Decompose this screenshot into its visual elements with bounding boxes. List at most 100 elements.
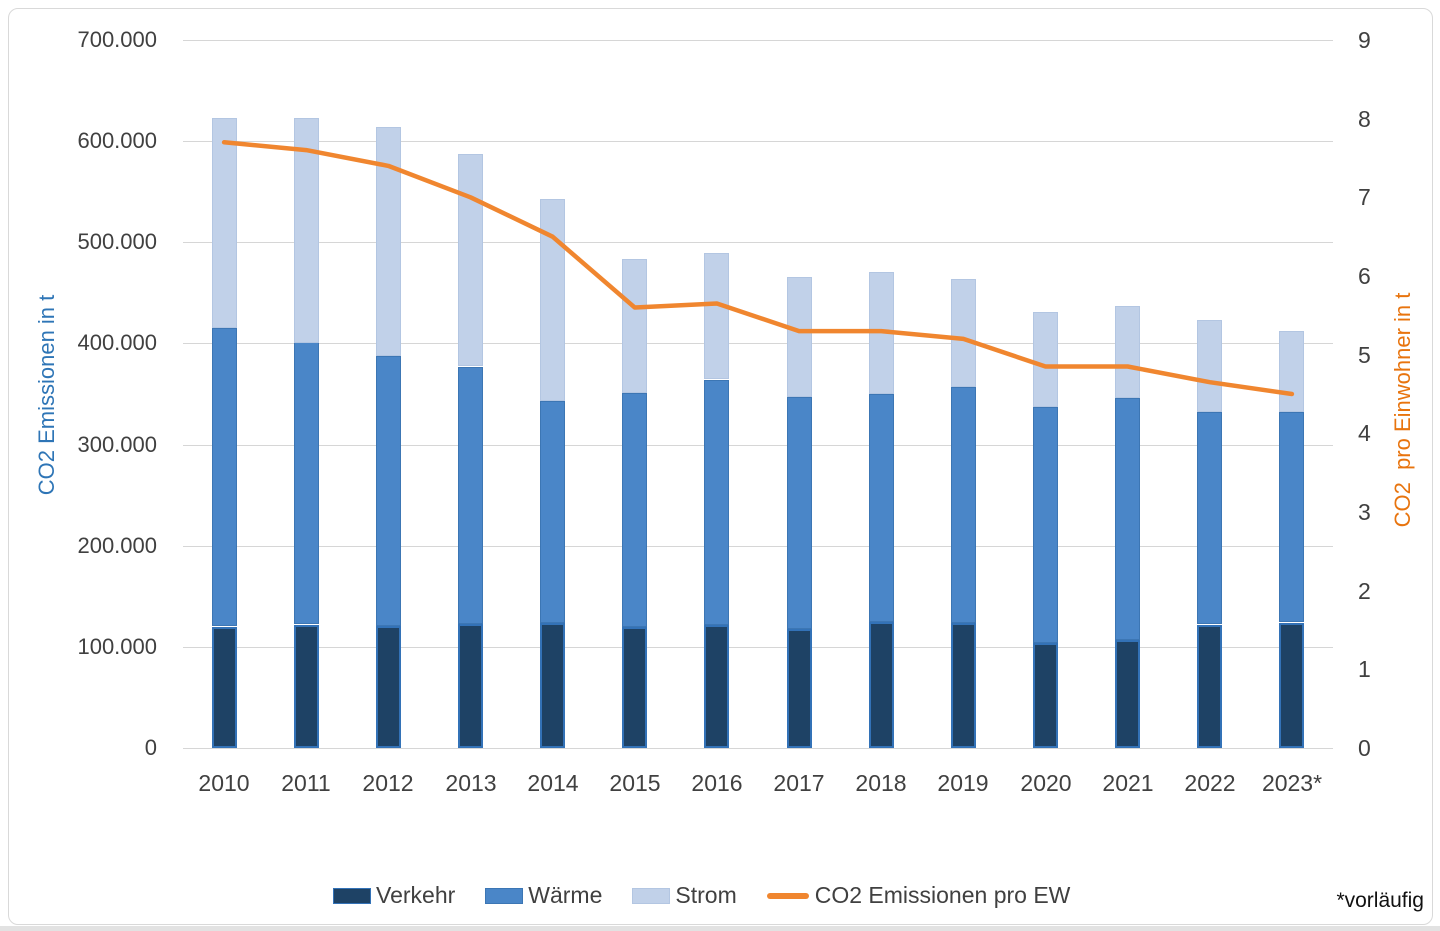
left-tick-500.000: 500.000 bbox=[77, 229, 157, 254]
bar-segment-waerme-2016 bbox=[704, 380, 729, 625]
legend-item-w-rme: Wärme bbox=[485, 882, 602, 909]
gridline-700.000 bbox=[183, 40, 1333, 41]
right-tick-5: 5 bbox=[1358, 342, 1371, 368]
bar-segment-strom-2012 bbox=[376, 127, 401, 356]
legend-color-swatch-icon bbox=[485, 887, 524, 904]
x-label-2015: 2015 bbox=[609, 770, 661, 796]
legend-item-strom: Strom bbox=[632, 882, 737, 909]
right-tick-8: 8 bbox=[1358, 106, 1371, 132]
right-tick-2: 2 bbox=[1358, 578, 1371, 604]
right-axis-title: CO2 pro Einwohner in t bbox=[1390, 292, 1415, 528]
bar-segment-strom-2021 bbox=[1115, 306, 1140, 398]
right-tick-4: 4 bbox=[1358, 420, 1371, 446]
bar-segment-waerme-2021 bbox=[1115, 398, 1140, 640]
bar-segment-verkehr-2020 bbox=[1033, 643, 1058, 748]
bar-segment-verkehr-2011 bbox=[294, 625, 319, 748]
bar-segment-waerme-2017 bbox=[787, 397, 812, 629]
x-label-2023: 2023* bbox=[1261, 770, 1323, 796]
right-tick-3: 3 bbox=[1358, 499, 1371, 525]
left-tick-600.000: 600.000 bbox=[77, 128, 157, 153]
gridline-400.000 bbox=[183, 343, 1333, 344]
bar-segment-verkehr-2018 bbox=[869, 622, 894, 748]
bar-segment-waerme-2023 bbox=[1279, 412, 1304, 622]
x-label-2011: 2011 bbox=[281, 770, 331, 796]
x-label-2013: 2013 bbox=[445, 770, 497, 796]
window-edge-strip bbox=[0, 926, 1440, 931]
bar-segment-verkehr-2021 bbox=[1115, 640, 1140, 748]
bar-segment-waerme-2014 bbox=[540, 401, 565, 623]
left-axis-title: CO2 Emissionen in t bbox=[34, 294, 59, 496]
x-label-2018: 2018 bbox=[855, 770, 907, 796]
left-tick-100.000: 100.000 bbox=[77, 634, 157, 659]
bar-segment-verkehr-2017 bbox=[787, 629, 812, 748]
bar-segment-strom-2022 bbox=[1197, 320, 1222, 412]
x-label-2021: 2021 bbox=[1102, 770, 1154, 796]
legend-color-swatch-icon bbox=[333, 887, 371, 904]
x-label-2010: 2010 bbox=[198, 770, 250, 796]
x-label-2016: 2016 bbox=[691, 770, 743, 796]
footnote-vorlaeufig: *vorläufig bbox=[1336, 889, 1424, 912]
bar-segment-waerme-2022 bbox=[1197, 412, 1222, 624]
bar-segment-verkehr-2016 bbox=[704, 625, 729, 748]
right-tick-6: 6 bbox=[1358, 263, 1371, 289]
bar-segment-verkehr-2019 bbox=[951, 623, 976, 748]
bar-segment-strom-2020 bbox=[1033, 312, 1058, 407]
bar-segment-strom-2018 bbox=[869, 272, 894, 394]
legend-label: Verkehr bbox=[376, 882, 456, 908]
legend-label: CO2 Emissionen pro EW bbox=[814, 882, 1071, 908]
bar-segment-strom-2019 bbox=[951, 279, 976, 387]
left-tick-200.000: 200.000 bbox=[77, 533, 157, 558]
bar-segment-strom-2023 bbox=[1279, 331, 1304, 412]
legend-line-swatch-icon bbox=[766, 892, 809, 899]
bar-segment-strom-2017 bbox=[787, 277, 812, 397]
chart-legend: Verkehr Wärme Strom CO2 Emissionen pro EW bbox=[333, 882, 1070, 909]
left-tick-400.000: 400.000 bbox=[77, 330, 157, 355]
bar-segment-verkehr-2014 bbox=[540, 623, 565, 748]
x-label-2019: 2019 bbox=[937, 770, 989, 796]
bar-segment-strom-2015 bbox=[622, 259, 647, 393]
bar-segment-verkehr-2012 bbox=[376, 626, 401, 748]
legend-label: Strom bbox=[675, 882, 737, 908]
right-tick-1: 1 bbox=[1358, 656, 1371, 682]
bar-segment-verkehr-2022 bbox=[1197, 625, 1222, 748]
bar-segment-strom-2013 bbox=[458, 154, 483, 366]
bar-segment-waerme-2011 bbox=[294, 342, 319, 624]
right-tick-7: 7 bbox=[1358, 184, 1371, 210]
x-label-2014: 2014 bbox=[527, 770, 579, 796]
legend-item-verkehr: Verkehr bbox=[333, 882, 455, 909]
legend-color-swatch-icon bbox=[632, 887, 671, 904]
bar-segment-waerme-2020 bbox=[1033, 407, 1058, 643]
bar-segment-strom-2011 bbox=[294, 118, 319, 343]
x-label-2012: 2012 bbox=[362, 770, 414, 796]
legend-item-co2-emissionen-pro-ew: CO2 Emissionen pro EW bbox=[766, 882, 1071, 909]
bar-segment-waerme-2013 bbox=[458, 367, 483, 624]
bar-segment-verkehr-2015 bbox=[622, 627, 647, 748]
gridline-600.000 bbox=[183, 141, 1333, 142]
right-tick-9: 9 bbox=[1358, 27, 1371, 53]
bar-segment-verkehr-2013 bbox=[458, 624, 483, 748]
bar-segment-waerme-2019 bbox=[951, 387, 976, 623]
gridline-500.000 bbox=[183, 242, 1333, 243]
x-label-2020: 2020 bbox=[1020, 770, 1072, 796]
gridline-100.000 bbox=[183, 647, 1333, 648]
gridline-200.000 bbox=[183, 546, 1333, 547]
bar-segment-verkehr-2023 bbox=[1279, 623, 1304, 748]
legend-label: Wärme bbox=[528, 882, 603, 908]
left-tick-0: 0 bbox=[144, 735, 157, 760]
bar-segment-strom-2010 bbox=[212, 118, 237, 328]
bar-segment-waerme-2012 bbox=[376, 356, 401, 626]
left-tick-300.000: 300.000 bbox=[77, 432, 157, 457]
bar-segment-strom-2016 bbox=[704, 253, 729, 379]
x-label-2017: 2017 bbox=[773, 770, 825, 796]
gridline-0 bbox=[183, 748, 1333, 749]
gridline-300.000 bbox=[183, 445, 1333, 446]
right-tick-0: 0 bbox=[1358, 735, 1371, 761]
left-tick-700.000: 700.000 bbox=[77, 27, 157, 52]
bar-segment-verkehr-2010 bbox=[212, 627, 237, 748]
x-label-2022: 2022 bbox=[1184, 770, 1236, 796]
bar-segment-strom-2014 bbox=[540, 199, 565, 401]
bar-segment-waerme-2015 bbox=[622, 393, 647, 627]
bar-segment-waerme-2018 bbox=[869, 394, 894, 622]
bar-segment-waerme-2010 bbox=[212, 328, 237, 626]
